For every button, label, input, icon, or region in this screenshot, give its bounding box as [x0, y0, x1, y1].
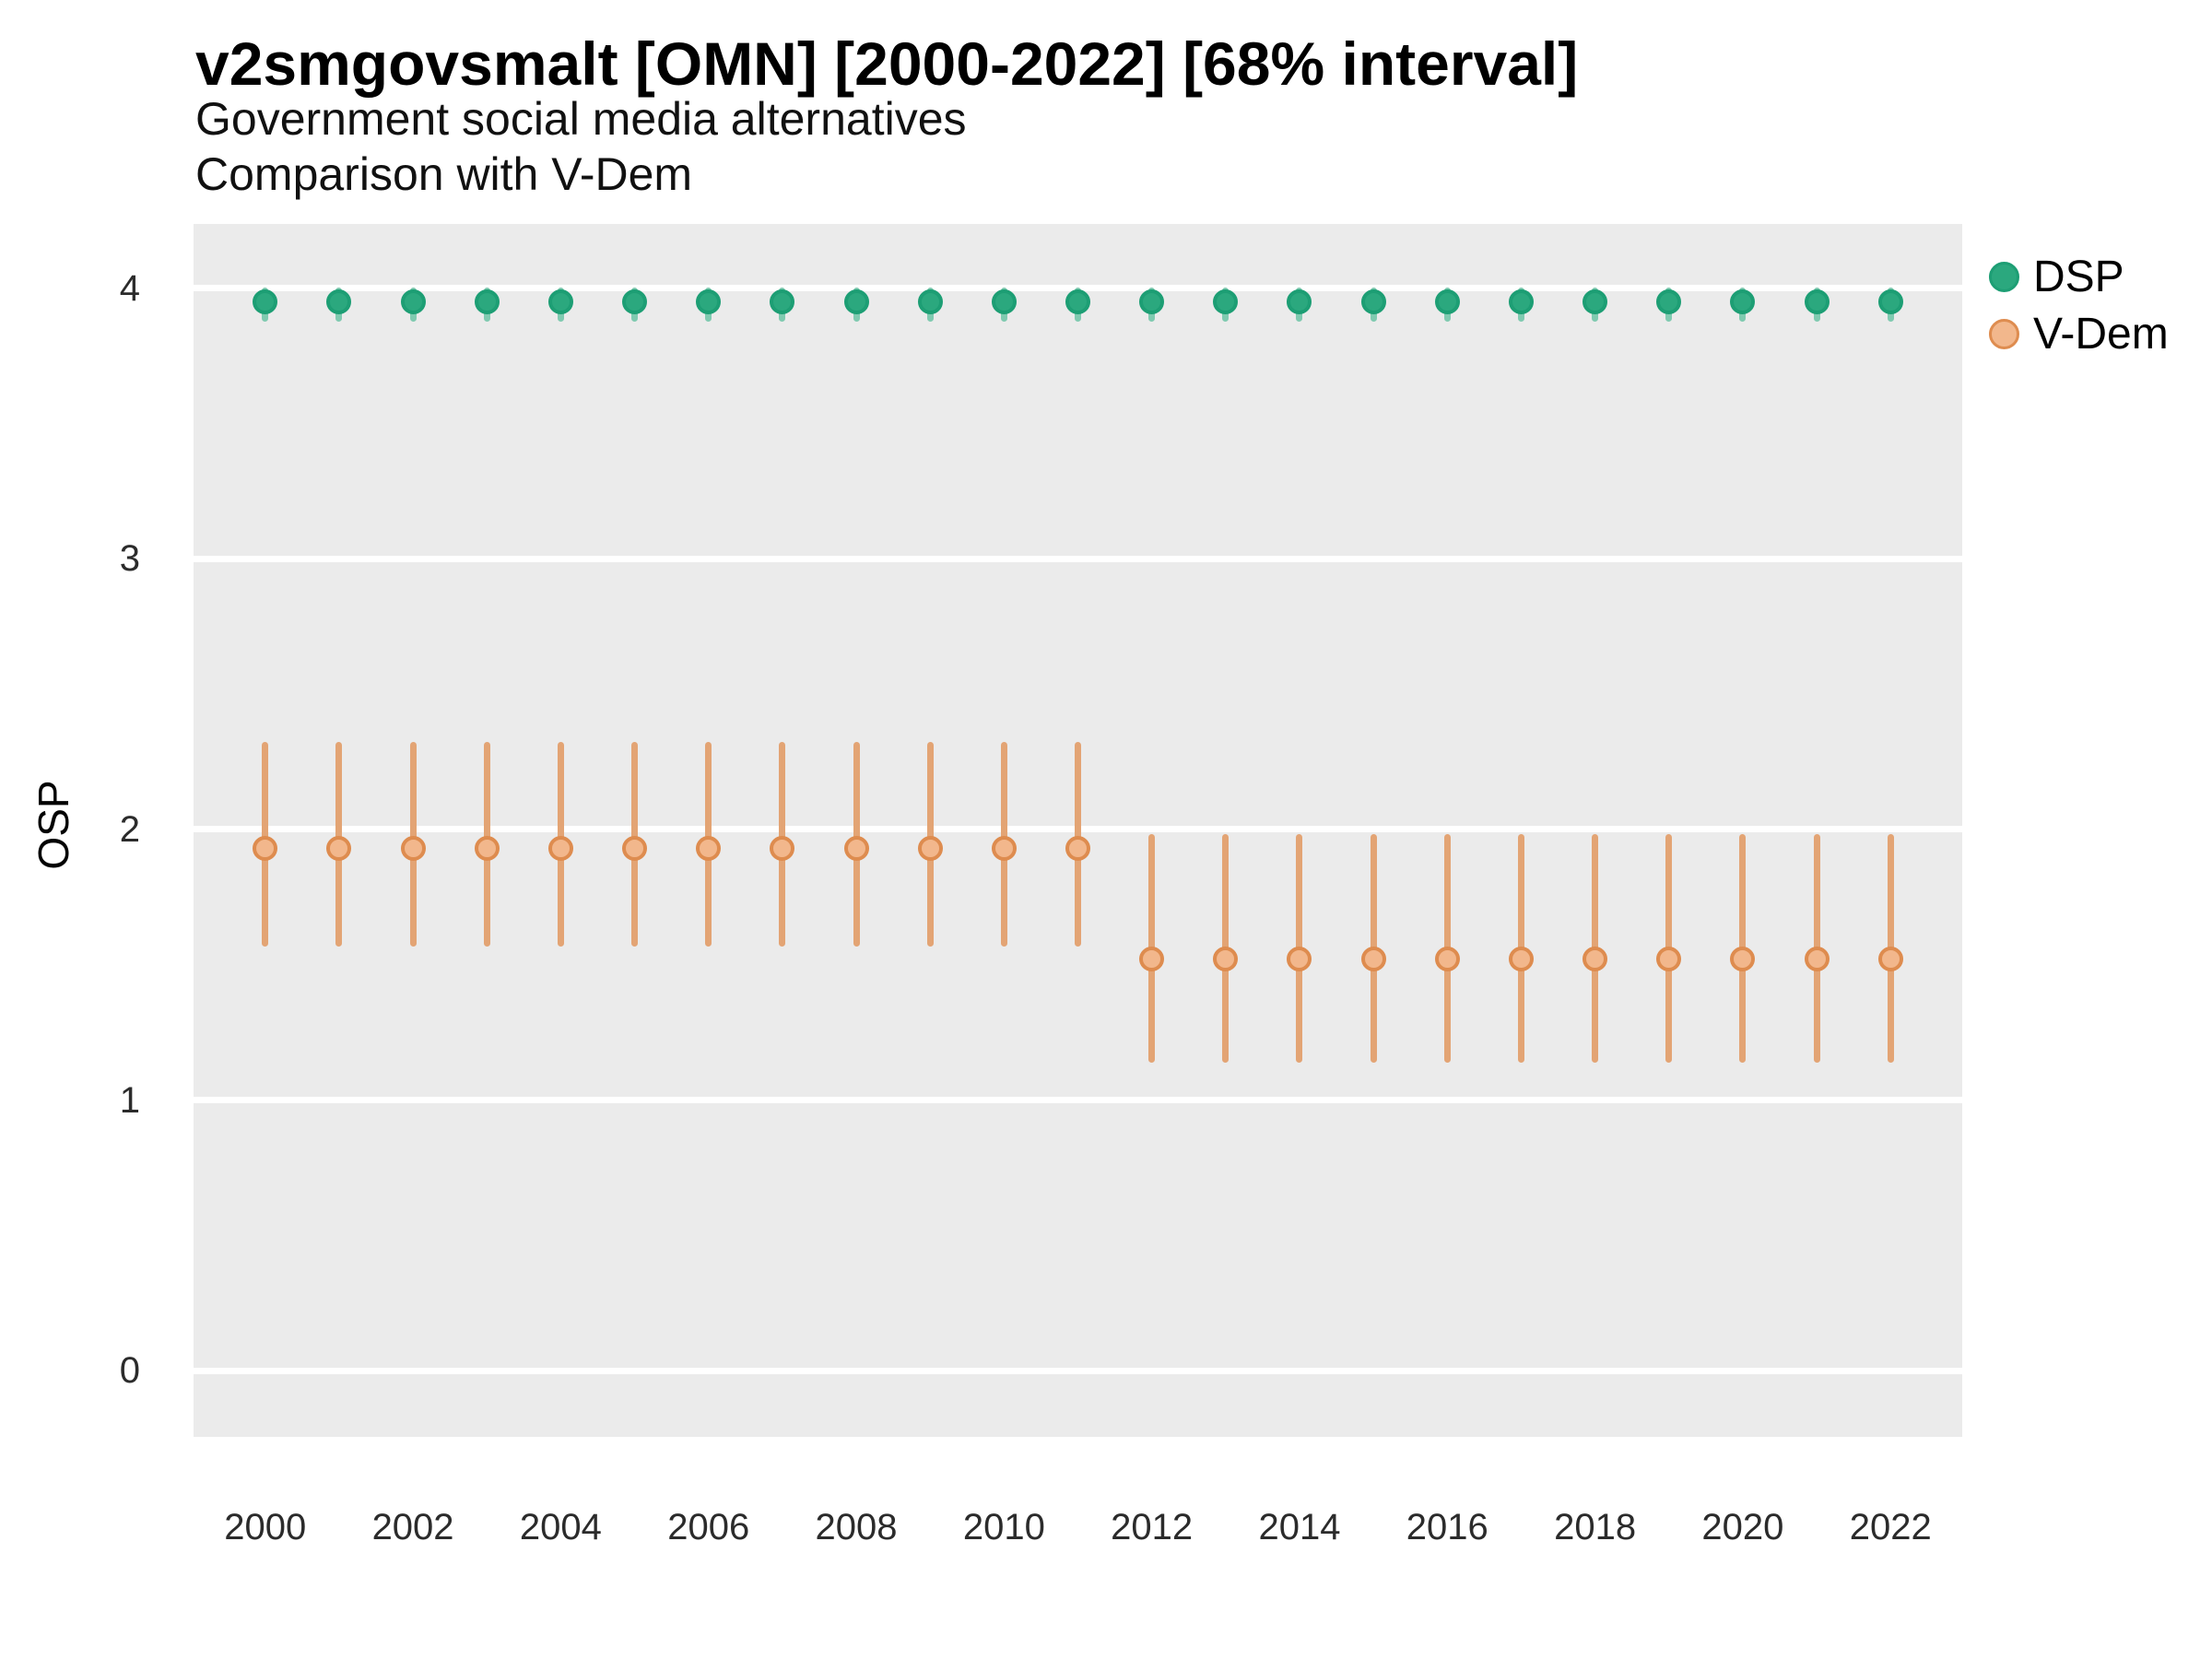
dsp-point [1508, 289, 1534, 315]
x-tick-label-2010: 2010 [962, 1507, 1045, 1547]
vdem-point [770, 836, 795, 862]
vdem-point [326, 836, 352, 862]
dsp-point [253, 289, 278, 315]
vdem-point [1287, 947, 1312, 972]
dsp-point [696, 289, 722, 315]
dsp-point [622, 289, 648, 315]
dsp-point [547, 289, 573, 315]
vdem-point [400, 836, 426, 862]
legend: DSP V-Dem [1989, 251, 2169, 365]
chart-title: v2smgovsmalt [OMN] [2000-2022] [68% inte… [195, 29, 1579, 98]
y-tick-label-2: 2 [119, 808, 140, 850]
dsp-point [843, 289, 869, 315]
vdem-point [1508, 947, 1534, 972]
legend-label-vdem: V-Dem [2033, 309, 2169, 359]
dsp-point [1065, 289, 1090, 315]
dsp-point [1730, 289, 1756, 315]
y-tick-label-1: 1 [119, 1079, 140, 1121]
vdem-point [622, 836, 648, 862]
vdem-point [253, 836, 278, 862]
gridline-y-3 [194, 555, 1962, 562]
chart-subtitle-line2: Comparison with V-Dem [195, 148, 693, 200]
vdem-point [1360, 947, 1386, 972]
legend-label-dsp: DSP [2033, 252, 2124, 301]
dsp-point [1583, 289, 1608, 315]
vdem-point [696, 836, 722, 862]
dsp-point [474, 289, 500, 315]
x-tick-label-2004: 2004 [519, 1507, 602, 1547]
x-tick-label-2002: 2002 [371, 1507, 454, 1547]
vdem-point [1877, 947, 1903, 972]
x-tick-label-2022: 2022 [1849, 1507, 1932, 1547]
dsp-point [917, 289, 943, 315]
vdem-legend-swatch-icon [1989, 318, 2019, 349]
vdem-point [547, 836, 573, 862]
vdem-point [843, 836, 869, 862]
vdem-point [1065, 836, 1090, 862]
dsp-point [1877, 289, 1903, 315]
y-tick-label-3: 3 [119, 538, 140, 580]
x-tick-label-2016: 2016 [1406, 1507, 1488, 1547]
x-tick-label-2014: 2014 [1258, 1507, 1341, 1547]
vdem-point [917, 836, 943, 862]
legend-item-vdem: V-Dem [1989, 308, 2169, 359]
dsp-point [1360, 289, 1386, 315]
dsp-point [1434, 289, 1460, 315]
dsp-point [991, 289, 1017, 315]
y-tick-label-0: 0 [119, 1350, 140, 1392]
plot-panel [194, 224, 1962, 1437]
x-tick-label-2018: 2018 [1554, 1507, 1637, 1547]
vdem-point [1656, 947, 1682, 972]
vdem-point [1804, 947, 1830, 972]
vdem-point [1139, 947, 1165, 972]
x-tick-label-2020: 2020 [1701, 1507, 1784, 1547]
dsp-point [1287, 289, 1312, 315]
vdem-point [1730, 947, 1756, 972]
gridline-y-0 [194, 1367, 1962, 1374]
dsp-point [1656, 289, 1682, 315]
legend-item-dsp: DSP [1989, 251, 2169, 302]
vdem-point [991, 836, 1017, 862]
x-tick-label-2012: 2012 [1111, 1507, 1194, 1547]
gridline-y-1 [194, 1097, 1962, 1104]
dsp-point [400, 289, 426, 315]
chart-subtitle-line1: Government social media alternatives [195, 93, 967, 145]
vdem-point [1213, 947, 1239, 972]
x-tick-label-2006: 2006 [667, 1507, 750, 1547]
x-tick-label-2008: 2008 [815, 1507, 898, 1547]
y-tick-label-4: 4 [119, 267, 140, 309]
vdem-point [1583, 947, 1608, 972]
vdem-point [1434, 947, 1460, 972]
x-tick-label-2000: 2000 [224, 1507, 307, 1547]
dsp-point [1213, 289, 1239, 315]
dsp-point [326, 289, 352, 315]
dsp-point [1804, 289, 1830, 315]
dsp-point [1139, 289, 1165, 315]
vdem-point [474, 836, 500, 862]
dsp-legend-swatch-icon [1989, 261, 2019, 292]
dsp-point [770, 289, 795, 315]
